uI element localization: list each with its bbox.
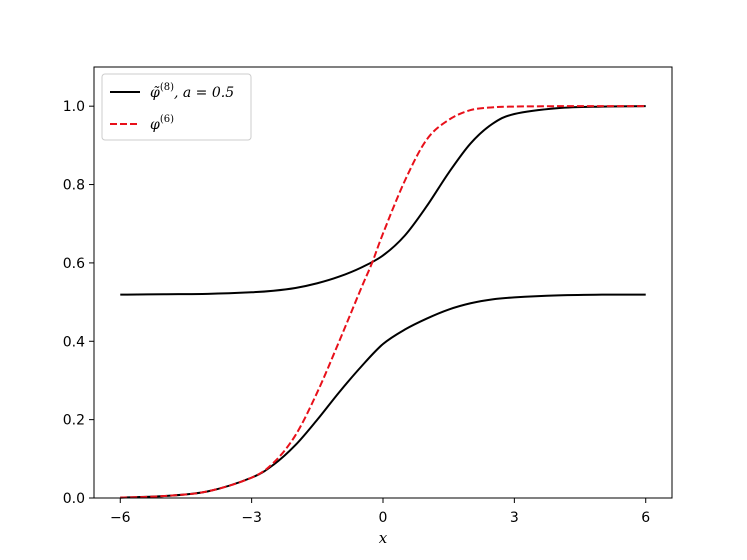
x-tick-label: 3 — [510, 510, 519, 526]
series-phi-tilde-8-branch-1 — [120, 105, 646, 296]
x-tick-label: 0 — [379, 510, 388, 526]
legend-label-phi-6: φ(6) — [150, 114, 174, 133]
y-tick-label: 0.4 — [63, 334, 85, 350]
legend-box — [101, 73, 252, 141]
y-tick-label: 0.8 — [63, 178, 85, 194]
y-axis-ticks: 0.0 0.2 0.4 0.6 0.8 1.0 — [63, 99, 94, 507]
y-tick-label: 0.2 — [63, 413, 85, 429]
y-tick-label: 1.0 — [63, 99, 85, 115]
plot-area — [120, 105, 646, 499]
y-tick-label: 0.0 — [63, 491, 85, 507]
y-tick-label: 0.6 — [63, 256, 85, 272]
legend: φ̃(8), a = 0.5 φ(6) — [101, 73, 252, 141]
series-phi-tilde-8-branch-2 — [120, 293, 646, 499]
x-tick-label: 6 — [641, 510, 650, 526]
x-tick-label: −6 — [110, 510, 131, 526]
series-phi-6-line — [120, 105, 646, 499]
x-tick-label: −3 — [241, 510, 262, 526]
legend-label-phi-tilde-8: φ̃(8), a = 0.5 — [150, 82, 234, 101]
x-axis-label: x — [379, 529, 388, 547]
x-axis-ticks: −6 −3 0 3 6 — [110, 498, 650, 526]
